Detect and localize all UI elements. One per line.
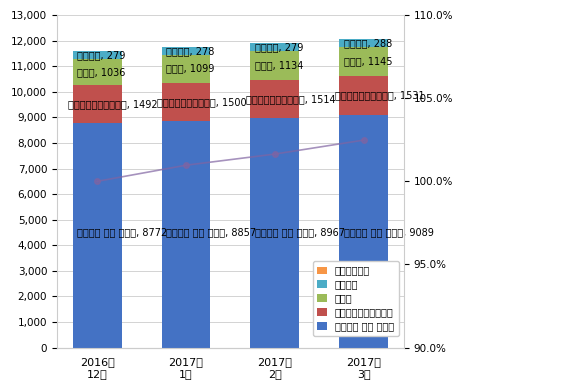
Text: カリテコ, 288: カリテコ, 288 xyxy=(344,38,392,48)
Bar xyxy=(161,55,211,83)
Bar xyxy=(161,83,211,121)
Bar xyxy=(339,47,388,76)
Text: オリックスカーシェア, 1514: オリックスカーシェア, 1514 xyxy=(246,94,336,104)
Text: オリックスカーシェア, 1492: オリックスカーシェア, 1492 xyxy=(68,99,158,109)
Bar xyxy=(72,58,122,85)
Bar xyxy=(250,51,299,80)
Text: カリテコ, 279: カリテコ, 279 xyxy=(255,42,303,52)
Text: オリックスカーシェア, 1500: オリックスカーシェア, 1500 xyxy=(157,97,247,107)
Text: カルコ, 1099: カルコ, 1099 xyxy=(166,64,215,74)
Bar xyxy=(250,43,299,51)
Bar xyxy=(339,115,388,347)
Text: カリテコ, 278: カリテコ, 278 xyxy=(166,46,215,56)
Text: オリックスカーシェア, 1531: オリックスカーシェア, 1531 xyxy=(335,90,424,101)
Text: タイムズ カー プラス, 8967: タイムズ カー プラス, 8967 xyxy=(255,227,345,238)
Bar xyxy=(161,121,211,347)
Text: カルコ, 1134: カルコ, 1134 xyxy=(255,60,303,70)
Bar xyxy=(250,118,299,347)
Text: カリテコ, 279: カリテコ, 279 xyxy=(77,50,126,60)
Text: タイムズ カー プラス, 9089: タイムズ カー プラス, 9089 xyxy=(344,227,434,238)
Text: タイムズ カー プラス, 8857: タイムズ カー プラス, 8857 xyxy=(166,227,256,238)
Bar xyxy=(161,48,211,55)
Bar xyxy=(339,76,388,115)
Bar xyxy=(339,39,388,47)
Legend: アース・カー, カリテコ, カルコ, オリックスカーシェア, タイムズ カー プラス: アース・カー, カリテコ, カルコ, オリックスカーシェア, タイムズ カー プ… xyxy=(312,261,399,336)
Text: タイムズ カー プラス, 8772: タイムズ カー プラス, 8772 xyxy=(77,227,168,238)
Bar xyxy=(72,51,122,58)
Bar xyxy=(250,80,299,118)
Text: カルコ, 1036: カルコ, 1036 xyxy=(77,67,126,77)
Bar xyxy=(72,123,122,347)
Bar xyxy=(72,85,122,123)
Text: カルコ, 1145: カルコ, 1145 xyxy=(344,56,392,66)
